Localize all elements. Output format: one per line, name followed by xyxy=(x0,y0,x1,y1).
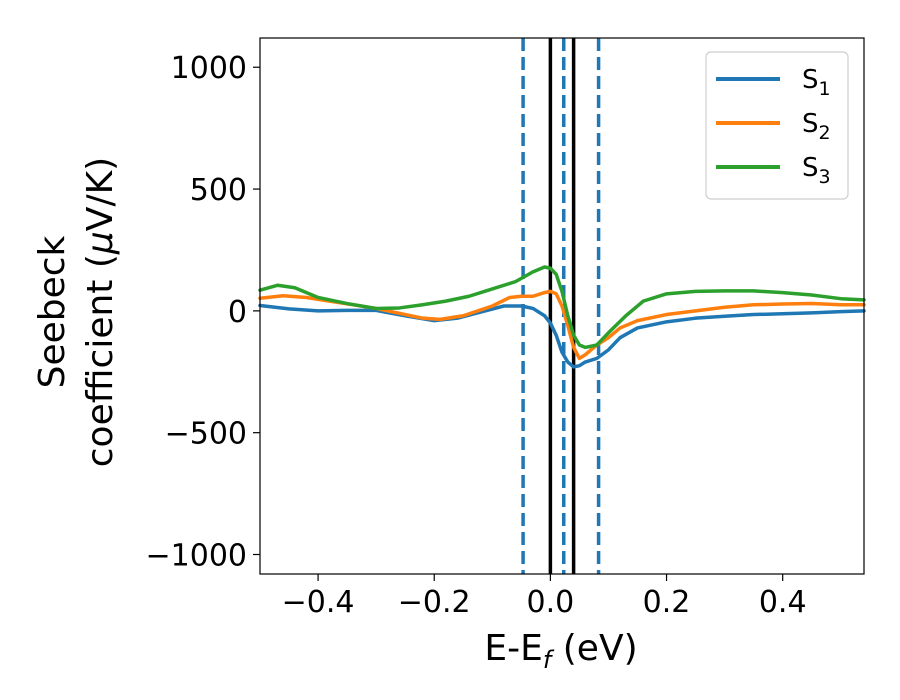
y-tick-label: 1000 xyxy=(171,51,247,86)
series-lines xyxy=(258,265,866,369)
series-line-s3 xyxy=(258,265,866,350)
legend: S1 S2 S3 xyxy=(705,51,849,200)
x-tick-label: −0.4 xyxy=(282,585,355,620)
x-axis-ticks: −0.4 −0.2 0.0 0.2 0.4 xyxy=(282,574,807,620)
y-tick-label: −500 xyxy=(165,417,247,452)
x-tick-label: 0.2 xyxy=(643,585,691,620)
y-axis-label-line1: Seebeck xyxy=(32,235,73,388)
legend-label-s3: S3 xyxy=(802,153,831,188)
x-tick-label: 0.0 xyxy=(527,585,575,620)
y-tick-label: 500 xyxy=(190,173,247,208)
x-tick-label: −0.2 xyxy=(398,585,471,620)
legend-label-s1: S1 xyxy=(802,65,831,100)
series-line-s2 xyxy=(258,289,866,361)
x-axis-label: E-Ef (eV) xyxy=(484,628,637,674)
x-tick-label: 0.4 xyxy=(759,585,807,620)
legend-box xyxy=(705,51,849,200)
y-tick-label: −1000 xyxy=(146,539,247,574)
y-axis-label-line2: coefficient (μV/K) xyxy=(80,157,121,467)
legend-label-s2: S2 xyxy=(802,109,831,144)
y-axis-ticks: −1000 −500 0 500 1000 xyxy=(146,51,260,574)
y-tick-label: 0 xyxy=(228,295,247,330)
plot-frame xyxy=(259,37,865,575)
